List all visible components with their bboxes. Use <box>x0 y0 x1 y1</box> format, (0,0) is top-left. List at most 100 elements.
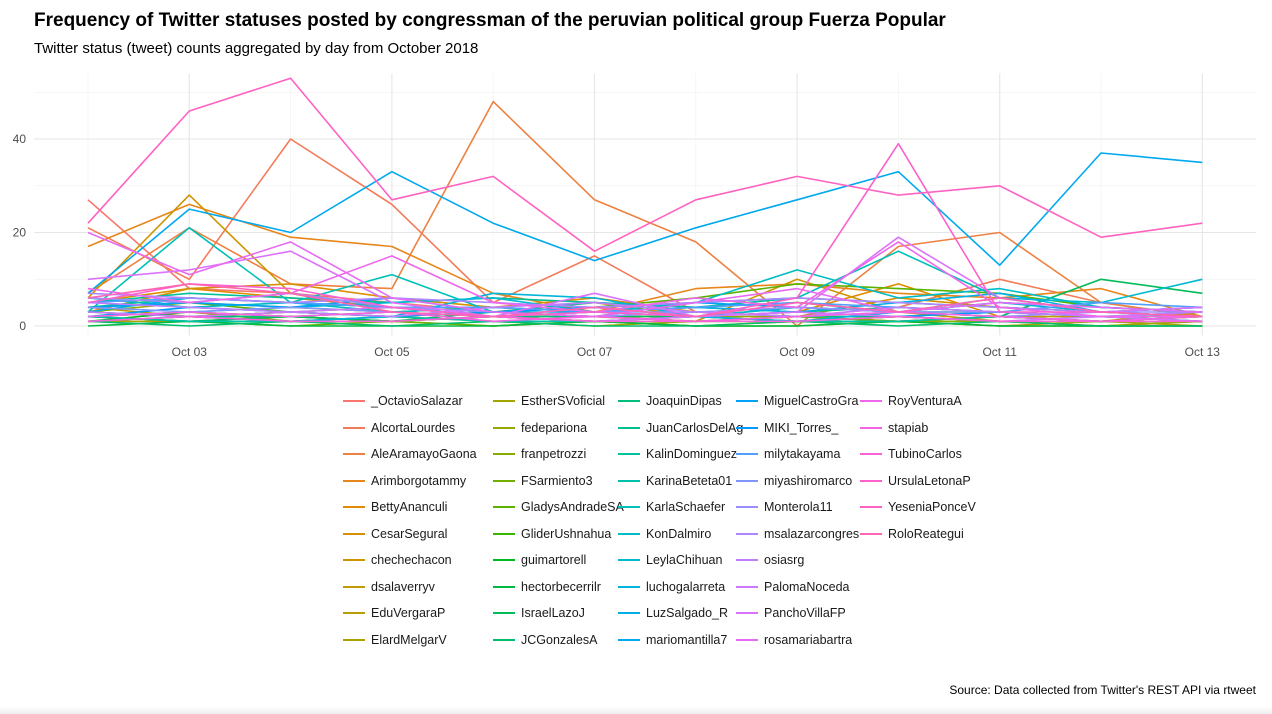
legend-label: JuanCarlosDelAg <box>646 420 744 435</box>
legend-swatch <box>343 506 365 509</box>
legend-swatch <box>493 506 515 509</box>
legend-swatch <box>493 400 515 403</box>
legend-swatch <box>860 426 882 429</box>
legend-item: LuzSalgado_R <box>618 600 736 627</box>
legend-swatch <box>343 426 365 429</box>
legend-item: UrsulaLetonaP <box>860 468 971 495</box>
legend-swatch <box>618 532 640 535</box>
legend-swatch <box>493 585 515 588</box>
legend-label: YeseniaPonceV <box>888 500 976 515</box>
legend-swatch <box>736 638 758 641</box>
legend-label: Monterola11 <box>764 500 833 515</box>
series-lines <box>87 77 1203 327</box>
legend-label: Arimborgotammy <box>371 473 467 488</box>
legend-swatch <box>860 532 882 535</box>
legend-item: MIKI_Torres_ <box>736 415 860 442</box>
legend-label: JoaquinDipas <box>646 394 722 409</box>
legend-swatch <box>343 400 365 403</box>
legend-item: rosamariabartra <box>736 627 860 654</box>
series-line-royventuraa <box>87 241 1203 318</box>
series-line-rosamariabartra <box>87 231 1203 318</box>
legend-item: IsraelLazoJ <box>493 600 618 627</box>
legend-item: hectorbecerrilr <box>493 574 618 601</box>
legend-swatch <box>493 453 515 456</box>
legend-label: GladysAndradeSA <box>521 500 624 515</box>
legend-swatch <box>343 559 365 562</box>
legend-item: fedepariona <box>493 415 618 442</box>
x-tick-label: Oct 05 <box>374 345 410 359</box>
legend-label: ElardMelgarV <box>371 632 447 647</box>
legend-label: AleAramayoGaona <box>371 447 477 462</box>
legend-label: AlcortaLourdes <box>371 420 456 435</box>
legend-item: KalinDominguez <box>618 441 737 468</box>
legend-label: FSarmiento3 <box>521 473 593 488</box>
legend-swatch <box>736 479 758 482</box>
legend-swatch <box>343 532 365 535</box>
legend-item: EstherSVoficial <box>493 388 618 415</box>
legend-item: AleAramayoGaona <box>343 441 493 468</box>
legend-label: KarlaSchaefer <box>646 500 726 515</box>
legend-label: EstherSVoficial <box>521 394 606 409</box>
legend-label: MIKI_Torres_ <box>764 420 839 435</box>
legend-label: hectorbecerrilr <box>521 579 601 594</box>
legend-swatch <box>493 532 515 535</box>
legend-swatch <box>343 453 365 456</box>
legend-label: PanchoVillaFP <box>764 606 846 621</box>
chart-title: Frequency of Twitter statuses posted by … <box>34 10 946 31</box>
legend-item: LeylaChihuan <box>618 547 736 574</box>
legend: _OctavioSalazar AlcortaLourdes AleAramayoG… <box>343 388 976 654</box>
legend-swatch <box>736 453 758 456</box>
legend-item: chechechacon <box>343 547 493 574</box>
legend-item: JCGonzalesA <box>493 627 618 654</box>
legend-item: msalazarcongres <box>736 521 860 548</box>
legend-label: KarinaBeteta01 <box>646 473 733 488</box>
legend-item: ElardMelgarV <box>343 627 493 654</box>
legend-swatch <box>343 612 365 615</box>
legend-label: guimartorell <box>521 553 587 568</box>
legend-item: BettyAnanculi <box>343 494 493 521</box>
y-tick-label: 40 <box>13 132 27 146</box>
legend-swatch <box>736 400 758 403</box>
legend-swatch <box>493 638 515 641</box>
series-line-alcortalourdes <box>87 138 1203 318</box>
legend-label: CesarSegural <box>371 526 448 541</box>
legend-label: rosamariabartra <box>764 632 853 647</box>
legend-label: IsraelLazoJ <box>521 606 585 621</box>
legend-label: _OctavioSalazar <box>371 394 463 409</box>
legend-swatch <box>860 479 882 482</box>
legend-item: KonDalmiro <box>618 521 736 548</box>
legend-label: GliderUshnahua <box>521 526 612 541</box>
legend-swatch <box>860 400 882 403</box>
legend-item: stapiab <box>860 415 970 442</box>
y-tick-label: 20 <box>13 226 27 240</box>
source-caption: Source: Data collected from Twitter's RE… <box>949 683 1256 697</box>
legend-swatch <box>618 612 640 615</box>
legend-label: dsalaverryv <box>371 579 435 594</box>
legend-item: JoaquinDipas <box>618 388 736 415</box>
y-tick-label: 0 <box>19 319 26 333</box>
legend-label: RoyVenturaA <box>888 394 962 409</box>
legend-label: LuzSalgado_R <box>646 606 729 621</box>
legend-item: GliderUshnahua <box>493 521 618 548</box>
legend-item: luchogalarreta <box>618 574 736 601</box>
legend-swatch <box>343 479 365 482</box>
legend-label: EduVergaraP <box>371 606 446 621</box>
legend-item: PanchoVillaFP <box>736 600 860 627</box>
legend-item: franpetrozzi <box>493 441 618 468</box>
legend-swatch <box>343 585 365 588</box>
legend-swatch <box>618 479 640 482</box>
legend-label: chechechacon <box>371 553 452 568</box>
legend-item: dsalaverryv <box>343 574 493 601</box>
bottom-shadow <box>0 706 1272 714</box>
x-tick-label: Oct 09 <box>779 345 815 359</box>
legend-swatch <box>860 506 882 509</box>
legend-swatch <box>736 506 758 509</box>
legend-swatch <box>618 559 640 562</box>
legend-item: MiguelCastroGra <box>736 388 860 415</box>
legend-label: UrsulaLetonaP <box>888 473 971 488</box>
chart-subtitle: Twitter status (tweet) counts aggregated… <box>34 40 479 57</box>
legend-label: LeylaChihuan <box>646 553 723 568</box>
legend-label: fedepariona <box>521 420 588 435</box>
series-line-roloreategui <box>87 283 1203 318</box>
legend-swatch <box>736 585 758 588</box>
